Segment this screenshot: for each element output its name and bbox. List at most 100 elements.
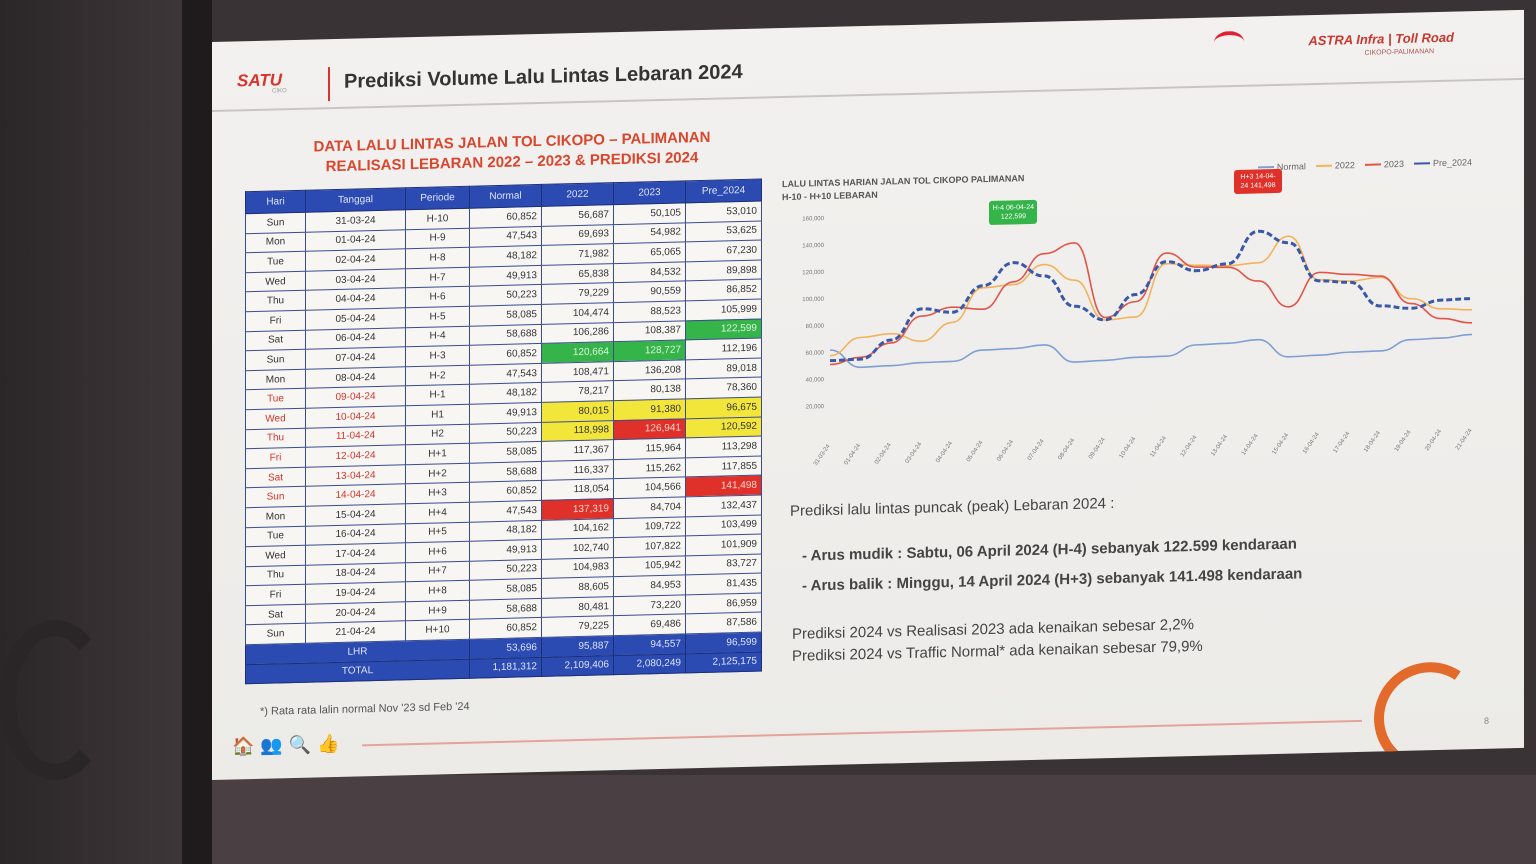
table-cell: 117,855 <box>685 455 762 478</box>
table-cell: 90,559 <box>613 281 686 303</box>
table-cell: 49,913 <box>469 539 542 561</box>
table-cell: 120,592 <box>685 416 762 439</box>
footer-icons: 🏠👥🔍👍 <box>232 733 346 757</box>
table-cell: 84,953 <box>613 575 686 597</box>
table-cell: 58,688 <box>469 598 542 620</box>
y-tick-label: 120,000 <box>802 270 824 277</box>
x-tick-label: 02-04-24 <box>874 442 893 466</box>
col-header: Pre_2024 <box>685 179 762 203</box>
lhr-row-cell: 95,887 <box>541 635 614 658</box>
x-tick-label: 10-04-24 <box>1119 436 1138 460</box>
table-cell: 49,913 <box>469 402 542 424</box>
table-cell: 67,230 <box>685 240 762 262</box>
total-row-cell: 2,080,249 <box>613 653 686 675</box>
table-cell: 08-04-24 <box>305 366 406 389</box>
total-row-cell: 2,109,406 <box>541 655 614 677</box>
table-cell: 60,852 <box>469 617 542 640</box>
table-cell: Sat <box>245 604 306 626</box>
table-cell: 09-04-24 <box>305 386 406 409</box>
x-tick-label: 20-04-24 <box>1424 428 1443 452</box>
legend-item: 2022 <box>1315 160 1355 171</box>
traffic-table: Hari Tanggal Periode Normal 2022 2023 Pre_2024… <box>245 179 762 685</box>
astra-swoosh-icon <box>1214 30 1244 54</box>
table-cell: 16-04-24 <box>305 523 406 546</box>
table-cell: H+6 <box>405 541 470 563</box>
table-cell: 56,687 <box>541 204 614 227</box>
col-header: 2022 <box>541 182 614 207</box>
table-cell: 60,852 <box>469 206 542 228</box>
table-cell: Tue <box>245 388 306 410</box>
table-cell: 50,223 <box>469 284 542 307</box>
table-cell: H-5 <box>405 306 470 328</box>
table-cell: H+7 <box>405 560 470 583</box>
table-cell: 78,217 <box>541 381 614 403</box>
table-cell: H-9 <box>405 227 470 249</box>
slide-header: SATU CIKO Prediksi Volume Lalu Lintas Le… <box>212 9 1524 113</box>
table-cell: 11-04-24 <box>305 425 406 448</box>
data-title: DATA LALU LINTAS JALAN TOL CIKOPO – PALI… <box>252 126 772 179</box>
table-cell: H-6 <box>405 286 470 308</box>
x-tick-label: 11-04-24 <box>1149 435 1168 459</box>
col-header: 2023 <box>613 180 686 205</box>
legend-label: 2023 <box>1383 158 1404 170</box>
table-cell: Fri <box>245 310 306 332</box>
callout-peak-balik: H+3 14-04-24 141,498 <box>1234 168 1282 194</box>
table-cell: 79,225 <box>541 616 614 638</box>
y-tick-label: 40,000 <box>806 377 825 383</box>
table-cell: 50,105 <box>613 202 686 225</box>
table-cell: 128,727 <box>613 340 686 362</box>
table-cell: H+5 <box>405 521 470 543</box>
table-cell: Sat <box>245 466 306 488</box>
table-cell: 18-04-24 <box>305 562 406 585</box>
footnote: *) Rata rata lalin normal Nov '23 sd Feb… <box>260 700 470 718</box>
table-cell: 80,481 <box>541 596 614 618</box>
lhr-row-cell: 96,599 <box>685 632 762 654</box>
x-tick-label: 09-04-24 <box>1088 436 1107 460</box>
page-number: 8 <box>1483 715 1489 726</box>
table-cell: 84,704 <box>613 496 686 519</box>
chart-svg: 160,000 140,000 120,000 100,000 80,000 60,000… <box>802 216 1474 467</box>
col-header: Periode <box>405 186 470 210</box>
table-cell: 108,387 <box>613 320 686 342</box>
table-cell: 48,182 <box>469 382 542 405</box>
table-cell: 06-04-24 <box>305 327 406 350</box>
x-tick-label: 07-04-24 <box>1027 438 1046 462</box>
table-cell: 78,360 <box>685 377 762 399</box>
series-line-normal <box>829 333 1473 369</box>
x-tick-label: 01-04-24 <box>844 442 863 466</box>
x-tick-label: 14-04-24 <box>1241 433 1260 457</box>
table-cell: 47,543 <box>469 363 542 385</box>
table-cell: Sun <box>245 349 306 371</box>
table-cell: 02-04-24 <box>305 248 406 271</box>
legend-swatch <box>1364 163 1381 166</box>
peak-mudik: - Arus mudik : Sabtu, 06 April 2024 (H-4… <box>802 535 1297 565</box>
legend-label: Pre_2024 <box>1432 157 1472 169</box>
table-cell: 07-04-24 <box>305 346 406 369</box>
table-cell: 31-03-24 <box>305 209 406 232</box>
table-cell: 48,182 <box>469 519 542 542</box>
table-cell: 89,018 <box>685 357 762 380</box>
x-tick-label: 17-04-24 <box>1333 430 1352 454</box>
table-cell: 48,182 <box>469 245 542 267</box>
table-cell: 10-04-24 <box>305 405 406 428</box>
x-tick-label: 13-04-24 <box>1210 433 1229 457</box>
x-tick-label: 31-03-24 <box>813 443 832 467</box>
table-cell: H+1 <box>405 443 470 465</box>
table-cell: H+9 <box>405 600 470 622</box>
table-cell: 73,220 <box>613 594 686 617</box>
table-cell: 80,015 <box>541 400 614 422</box>
prediction-vs-normal: Prediksi 2024 vs Traffic Normal* ada ken… <box>792 637 1203 665</box>
table-cell: 01-04-24 <box>305 229 406 252</box>
x-tick-label: 08-04-24 <box>1058 437 1077 461</box>
table-cell: Wed <box>245 270 306 293</box>
table-cell: 58,085 <box>469 441 542 463</box>
table-cell: Wed <box>245 545 306 567</box>
lhr-row-cell: 94,557 <box>613 633 686 656</box>
col-header: Normal <box>469 184 542 209</box>
table-cell: 50,223 <box>469 421 542 444</box>
table-cell: 132,437 <box>685 494 762 517</box>
table-cell: 03-04-24 <box>305 268 406 291</box>
satu-logo-sub: CIKO <box>272 88 287 95</box>
table-cell: 05-04-24 <box>305 307 406 330</box>
table-cell: 12-04-24 <box>305 444 406 467</box>
